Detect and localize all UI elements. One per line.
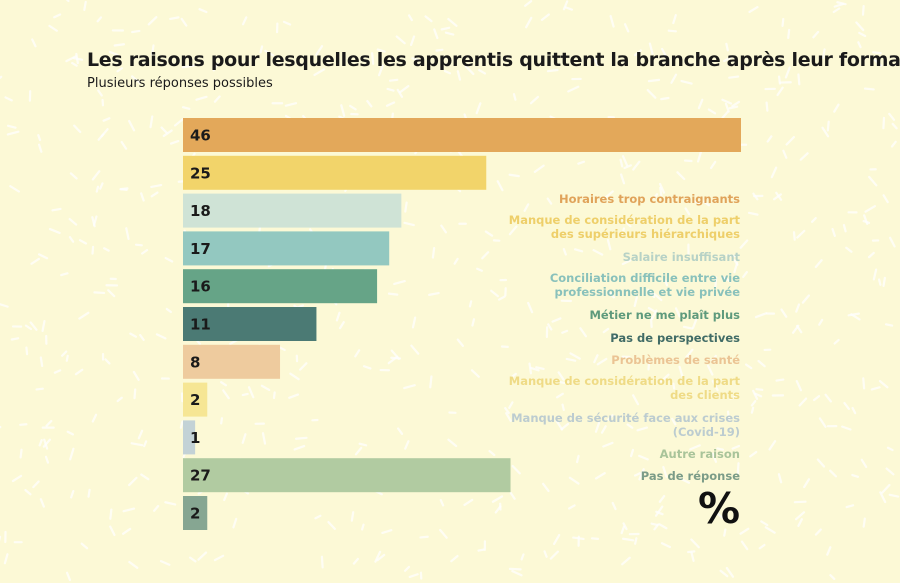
bar-1 (183, 155, 487, 190)
legend-label-line: Horaires trop contraignants (559, 192, 740, 206)
legend-label-line: Salaire insuffisant (623, 250, 741, 264)
bar-5 (183, 307, 317, 341)
legend-item: Problèmes de santé (611, 353, 740, 367)
legend-item: Autre raison (660, 447, 740, 461)
legend-item: Pas de perspectives (610, 331, 740, 345)
legend-label-line: Conciliation difficile entre vie (550, 271, 740, 285)
legend-item: Pas de réponse (641, 469, 740, 483)
bar-value-label: 27 (190, 467, 211, 485)
legend-label-line: des supérieurs hiérarchiques (551, 227, 740, 241)
bar-value-label: 46 (190, 127, 211, 145)
bar-10 (183, 496, 208, 530)
bar-value-label: 2 (190, 505, 200, 523)
bar-0 (183, 118, 741, 152)
legend-item: Manque de considération de la part des cl… (509, 374, 741, 402)
legend-label-line: des clients (670, 388, 740, 402)
legend-label-line: Autre raison (660, 447, 740, 461)
bar-2 (183, 193, 402, 228)
bar-7 (183, 382, 208, 417)
bar-value-label: 16 (190, 278, 211, 296)
legend-label-line: Manque de considération de la part (509, 374, 741, 388)
legend-label-line: (Covid-19) (673, 425, 740, 439)
bar-8 (183, 420, 196, 455)
legend-label-line: Manque de sécurité face aux crises (511, 411, 740, 425)
legend-label-line: Pas de perspectives (610, 331, 740, 345)
legend-group: Horaires trop contraignants Manque de con… (509, 192, 741, 483)
legend-label-line: professionnelle et vie privée (555, 285, 741, 299)
legend-item: Horaires trop contraignants (559, 192, 740, 206)
bar-value-label: 2 (190, 391, 200, 409)
bar-6 (183, 344, 281, 379)
chart-subtitle: Plusieurs réponses possibles (87, 76, 273, 91)
bar-value-label: 1 (190, 429, 200, 447)
bar-9 (183, 458, 511, 493)
legend-label-line: Métier ne me plaît plus (589, 308, 740, 322)
chart-title: Les raisons pour lesquelles les apprenti… (87, 49, 900, 71)
bar-value-label: 18 (190, 202, 211, 220)
bar-3 (183, 231, 390, 266)
legend-item: Conciliation difficile entre vie professi… (550, 271, 740, 299)
legend-label-line: Manque de considération de la part (509, 213, 741, 227)
legend-item: Manque de considération de la part des su… (509, 213, 741, 241)
bar-4 (183, 269, 378, 304)
legend-item: Manque de sécurité face aux crises (Covid… (511, 411, 740, 439)
bar-value-label: 17 (190, 240, 211, 258)
legend-label-line: Pas de réponse (641, 469, 740, 483)
legend-item: Métier ne me plaît plus (589, 308, 740, 322)
bar-value-label: 8 (190, 353, 200, 371)
bar-value-label: 25 (190, 164, 211, 182)
legend-item: Salaire insuffisant (623, 250, 741, 264)
bar-value-label: 11 (190, 316, 211, 334)
unit-symbol: % (698, 484, 741, 533)
bars-group: 46 25 18 17 16 11 8 2 1 27 2 (183, 118, 741, 530)
legend-label-line: Problèmes de santé (611, 353, 740, 367)
